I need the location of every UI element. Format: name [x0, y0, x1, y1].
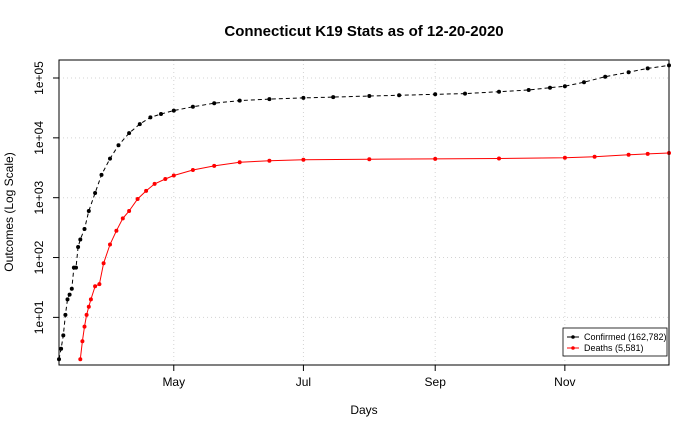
x-tick-label: Sep [425, 375, 447, 389]
data-point [80, 339, 85, 344]
data-point [65, 297, 70, 302]
data-point [78, 237, 83, 242]
data-point [190, 168, 195, 172]
data-point [171, 108, 176, 113]
data-point [212, 163, 217, 168]
data-point [101, 261, 106, 266]
data-point [74, 265, 78, 270]
data-point [127, 209, 132, 213]
data-point [367, 157, 372, 162]
legend-swatch-point [571, 335, 575, 339]
data-point [97, 282, 102, 287]
data-point [397, 93, 402, 98]
data-point [267, 158, 272, 163]
legend: Confirmed (162,782)Deaths (5,581) [562, 327, 668, 357]
data-point [301, 95, 306, 100]
data-point [367, 94, 372, 98]
y-axis: 1e+01 1e+02 1e+03 1e+04 1e+05 [32, 61, 59, 334]
data-point [582, 80, 586, 85]
legend-box [562, 327, 668, 357]
data-point [163, 177, 168, 181]
series-confirmed [57, 63, 671, 362]
data-point [237, 98, 242, 103]
legend-item: Deaths (5,581) [567, 343, 644, 353]
x-axis: May Jul Sep Nov [162, 365, 576, 389]
data-point [562, 84, 567, 89]
data-point [148, 115, 153, 120]
data-point [108, 242, 112, 247]
y-tick-label: 1e+02 [32, 240, 46, 274]
data-point [67, 292, 72, 297]
legend-label: Confirmed (162,782) [584, 332, 667, 342]
data-point [84, 312, 89, 317]
data-point [171, 173, 176, 178]
data-point [108, 156, 112, 161]
legend-swatch-point [571, 346, 575, 350]
grid [59, 60, 669, 365]
data-point [76, 245, 81, 249]
data-point [116, 143, 121, 148]
data-point [497, 89, 501, 94]
series-deaths [78, 151, 671, 362]
data-point [626, 152, 631, 157]
data-point [603, 74, 608, 79]
data-point [159, 112, 163, 116]
data-point [82, 324, 87, 329]
chart-title: Connecticut K19 Stats as of 12-20-2020 [224, 23, 503, 40]
data-point [137, 122, 142, 127]
data-point [82, 227, 87, 231]
legend-item: Confirmed (162,782) [567, 332, 667, 342]
data-point [497, 156, 501, 161]
data-point [86, 209, 91, 213]
data-point [548, 85, 552, 90]
y-tick-label: 1e+03 [32, 181, 46, 215]
data-point [331, 95, 336, 100]
data-point [114, 228, 119, 233]
data-point [267, 97, 272, 102]
data-point [78, 357, 83, 362]
data-point [63, 312, 68, 317]
legend-label: Deaths (5,581) [584, 343, 644, 353]
data-point [626, 70, 631, 75]
data-point [99, 172, 104, 177]
y-tick-label: 1e+01 [32, 300, 46, 334]
data-point [190, 104, 195, 109]
data-point [127, 131, 132, 136]
y-tick-label: 1e+05 [32, 61, 46, 95]
data-point [433, 92, 438, 97]
series-line [58, 64, 670, 360]
data-point [69, 286, 74, 291]
y-tick-label: 1e+04 [32, 121, 46, 155]
data-point [120, 216, 125, 221]
data-point [61, 333, 66, 338]
data-point [237, 160, 242, 165]
data-point [463, 91, 467, 96]
data-point [93, 284, 98, 289]
data-point [645, 66, 650, 71]
x-tick-label: Jul [296, 375, 311, 389]
data-point [645, 151, 650, 156]
data-point [592, 154, 597, 159]
data-point [135, 197, 140, 201]
data-point [526, 88, 531, 92]
data-point [88, 297, 93, 302]
data-point [433, 156, 438, 161]
y-axis-label: Outcomes (Log Scale) [2, 152, 16, 271]
data-point [86, 304, 91, 309]
data-point [93, 191, 98, 195]
data-point [152, 181, 157, 186]
x-axis-label: Days [350, 403, 377, 417]
data-point [562, 155, 567, 160]
data-point [144, 188, 149, 193]
plot-frame [58, 59, 670, 366]
x-tick-label: Nov [554, 375, 575, 389]
data-point [301, 157, 306, 162]
data-point [212, 101, 217, 106]
x-tick-label: May [162, 375, 185, 389]
plot-series [57, 63, 671, 362]
data-point [59, 346, 64, 351]
